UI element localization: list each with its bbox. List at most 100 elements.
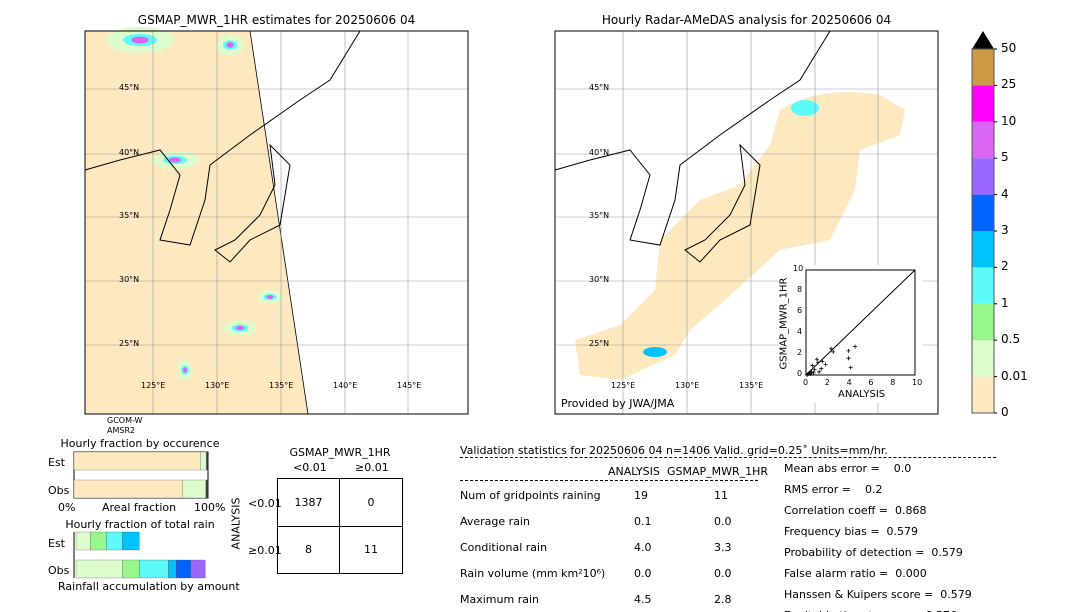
scatter-point — [811, 370, 816, 375]
occurrence-title: Hourly fraction by occurence — [60, 437, 220, 450]
rain-bar — [75, 531, 91, 551]
rain-patch — [169, 157, 181, 163]
score-line: False alarm ratio = 0.000 — [784, 567, 927, 580]
rain-bar — [122, 559, 140, 579]
lat-label: 30°N — [119, 275, 140, 284]
credit-label: Provided by JWA/JMA — [561, 397, 675, 410]
colorbar-tick-label: 10 — [1001, 113, 1017, 128]
colorbar-tick-label: 4 — [1001, 186, 1009, 201]
score-line: Frequency bias = 0.579 — [784, 525, 919, 538]
japan-coastline — [684, 143, 761, 263]
scatter-point — [808, 371, 813, 376]
scatter-point — [846, 348, 851, 353]
colorbar-tick-label: 0.5 — [1001, 332, 1021, 347]
scatter-point — [823, 362, 828, 367]
scatter-point — [848, 365, 853, 370]
row-header-1: ≥0.01 — [248, 544, 282, 557]
colorbar-tick-label: 50 — [1001, 41, 1017, 55]
colorbar-segment — [972, 340, 994, 377]
stat-gsmap: 0.0 — [714, 515, 732, 528]
coastline — [554, 30, 831, 246]
rain-bar — [75, 559, 123, 579]
scatter-point — [846, 356, 851, 361]
obs-label: Obs — [48, 484, 70, 497]
rain-patch — [791, 100, 819, 116]
scatter-point — [820, 359, 825, 364]
scatter-point — [812, 367, 817, 372]
scatter-point — [831, 349, 836, 354]
scatter-xlabel: ANALYSIS — [838, 389, 886, 400]
row-label: ANALYSIS — [229, 497, 243, 550]
lat-label: 25°N — [119, 339, 140, 348]
lon-label: 125°E — [141, 381, 166, 390]
scatter-point — [819, 366, 824, 371]
row-header-0: <0.01 — [248, 497, 282, 510]
lon-label: 135°E — [739, 381, 764, 390]
satellite-label: GCOM-W AMSR2 — [107, 416, 143, 435]
scatter-point — [814, 357, 819, 362]
scatter-point — [815, 360, 820, 365]
score-line: RMS error = 0.2 — [784, 483, 883, 496]
score-line: Correlation coeff = 0.868 — [784, 504, 927, 517]
total-rain-title: Hourly fraction of total rain — [65, 518, 215, 531]
cell-false-alarm: 0 — [340, 479, 402, 527]
stat-label: Maximum rain — [460, 593, 539, 606]
colorbar-segment — [972, 267, 994, 304]
rain-bar — [106, 531, 123, 551]
contingency-title: GSMAP_MWR_1HR — [289, 446, 391, 459]
rain-bar — [168, 559, 177, 579]
scatter-ytick: 6 — [797, 306, 803, 315]
col-header-1: ≥0.01 — [355, 461, 389, 474]
lat-label: 30°N — [589, 275, 610, 284]
colorbar-tick-label: 2 — [1001, 259, 1009, 274]
scatter-point — [817, 369, 822, 374]
rain-patch — [183, 367, 187, 373]
stat-label: Num of gridpoints raining — [460, 489, 601, 502]
map-frame — [84, 30, 469, 415]
stat-gsmap: 2.8 — [714, 593, 732, 606]
divider-2 — [460, 480, 758, 481]
colorbar-tick-label: 1 — [1001, 295, 1009, 310]
lon-label: 140°E — [333, 381, 358, 390]
scatter-ytick: 4 — [797, 327, 803, 336]
colorbar-tick-label: 0 — [1001, 405, 1009, 419]
est-label-2: Est — [48, 537, 65, 550]
scatter-ytick: 0 — [797, 369, 803, 378]
colorbar-tick-label: 0.01 — [1001, 368, 1028, 383]
stat-label: Conditional rain — [460, 541, 548, 554]
score-line: Mean abs error = 0.0 — [784, 462, 912, 475]
lat-label: 35°N — [589, 211, 610, 220]
occurrence-bar — [206, 479, 209, 499]
col-analysis: ANALYSIS — [608, 465, 660, 478]
map-frame — [554, 30, 939, 415]
colorbar-tick-label: 5 — [1001, 150, 1009, 165]
occurrence-bar — [73, 479, 183, 499]
lat-label: 25°N — [589, 339, 610, 348]
colorbar-tick-label: 3 — [1001, 223, 1009, 237]
coastline — [84, 30, 361, 246]
left-map-title: GSMAP_MWR_1HR estimates for 20250606 04 — [137, 13, 416, 27]
score-line: Hanssen & Kuipers score = 0.579 — [784, 588, 972, 601]
occurrence-bar — [73, 451, 201, 471]
occurrence-bar — [181, 479, 206, 499]
stat-gsmap: 0.0 — [714, 567, 732, 580]
rain-patch — [226, 42, 234, 48]
scatter-point — [810, 363, 815, 368]
scatter-xtick: 2 — [824, 378, 830, 387]
cell-hit-none: 1387 — [278, 479, 340, 527]
scatter-point — [809, 369, 814, 374]
lon-label: 130°E — [675, 381, 700, 390]
scatter-ytick: 8 — [797, 285, 803, 294]
radar-coverage — [575, 92, 905, 380]
stat-gsmap: 11 — [714, 489, 728, 502]
lat-label: 40°N — [589, 148, 610, 157]
lon-label: 145°E — [397, 381, 422, 390]
colorbar-segment — [972, 194, 994, 231]
scatter-ytick: 2 — [797, 348, 803, 357]
scatter-diagonal — [805, 269, 916, 376]
stat-analysis: 4.5 — [634, 593, 652, 606]
colorbar-segment — [972, 49, 994, 86]
japan-coastline — [214, 143, 291, 263]
lat-label: 45°N — [589, 83, 610, 92]
col-gsmap: GSMAP_MWR_1HR — [667, 465, 769, 478]
